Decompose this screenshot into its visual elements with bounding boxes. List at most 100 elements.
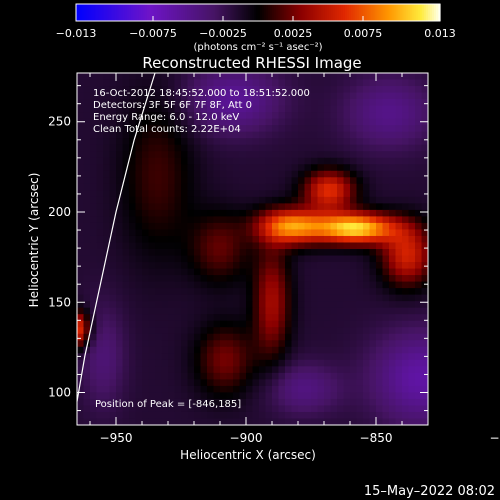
heatmap-cell [356,196,364,204]
heatmap-cell [187,73,195,81]
heatmap-cell [343,92,351,100]
heatmap-cell [402,190,409,198]
heatmap-cell [207,340,214,348]
heatmap-cell [259,138,266,146]
heatmap-cell [233,411,240,419]
colorbar-segment [207,4,211,21]
heatmap-cell [148,112,156,120]
colorbar-segment [270,4,273,21]
heatmap-cell [226,405,234,413]
heatmap-cell [356,151,364,159]
heatmap-cell [317,125,325,133]
heatmap-cell [363,151,370,159]
heatmap-cell [246,385,253,393]
heatmap-cell [187,118,195,126]
heatmap-cell [317,268,325,276]
heatmap-cell [161,73,169,81]
heatmap-cell [213,249,221,257]
heatmap-cell [194,157,201,165]
heatmap-cell [356,385,364,393]
heatmap-cell [356,294,364,302]
heatmap-cell [337,105,344,113]
heatmap-cell [148,105,156,113]
heatmap-cell [96,73,104,81]
heatmap-cell [389,125,396,133]
heatmap-cell [187,112,195,120]
heatmap-cell [246,249,253,257]
colorbar-segment [255,4,259,21]
heatmap-cell [103,125,110,133]
colorbar-segment [227,4,231,21]
heatmap-cell [324,235,331,243]
heatmap-cell [181,275,188,283]
heatmap-cell [252,112,260,120]
heatmap-cell [402,86,409,94]
heatmap-cell [291,418,299,426]
heatmap-cell [324,209,331,217]
heatmap-cell [337,157,344,165]
heatmap-cell [272,144,279,152]
heatmap-cell [265,346,273,354]
heatmap-cell [155,405,162,413]
heatmap-cell [161,353,169,361]
heatmap-cell [239,294,247,302]
heatmap-cell [311,281,318,289]
heatmap-cell [369,229,377,237]
heatmap-cell [109,359,117,367]
heatmap-cell [135,157,143,165]
heatmap-cell [135,138,143,146]
heatmap-cell [155,79,162,87]
heatmap-cell [161,307,169,315]
heatmap-cell [382,262,390,270]
heatmap-cell [135,92,143,100]
heatmap-cell [109,366,117,374]
heatmap-cell [350,294,357,302]
heatmap-cell [265,314,273,322]
heatmap-cell [369,359,377,367]
heatmap-cell [122,262,130,270]
heatmap-cell [174,314,182,322]
heatmap-cell [194,222,201,230]
heatmap-cell [252,314,260,322]
heatmap-cell [77,366,84,374]
heatmap-cell [298,346,305,354]
heatmap-cell [142,203,149,211]
heatmap-cell [324,262,331,270]
heatmap-cell [135,359,143,367]
heatmap-cell [395,307,403,315]
heatmap-cell [155,249,162,257]
heatmap-cell [285,353,292,361]
heatmap-cell [200,196,208,204]
heatmap-cell [181,385,188,393]
heatmap-cell [252,294,260,302]
colorbar-segment [82,4,85,21]
heatmap-cell [369,314,377,322]
heatmap-cell [83,131,91,139]
heatmap-cell [376,216,383,224]
colorbar-segment [229,4,233,21]
heatmap-cell [291,105,299,113]
heatmap-cell [278,359,286,367]
heatmap-cell [389,242,396,250]
heatmap-cell [291,320,299,328]
heatmap-cell [272,385,279,393]
heatmap-cell [116,105,123,113]
generation-timestamp: 15–May–2022 08:02 [364,484,495,499]
heatmap-cell [135,105,143,113]
heatmap-cell [90,125,97,133]
heatmap-cell [324,138,331,146]
heatmap-cell [304,327,312,335]
heatmap-cell [395,177,403,185]
heatmap-cell [220,262,227,270]
heatmap-cell [395,157,403,165]
heatmap-cell [382,222,390,230]
heatmap-cell [395,105,403,113]
heatmap-cell [148,385,156,393]
heatmap-cell [272,183,279,191]
heatmap-cell [259,73,266,81]
heatmap-cell [90,372,97,380]
heatmap-cell [109,249,117,257]
heatmap-cell [389,418,396,426]
heatmap-cell [421,183,429,191]
heatmap-cell [265,229,273,237]
